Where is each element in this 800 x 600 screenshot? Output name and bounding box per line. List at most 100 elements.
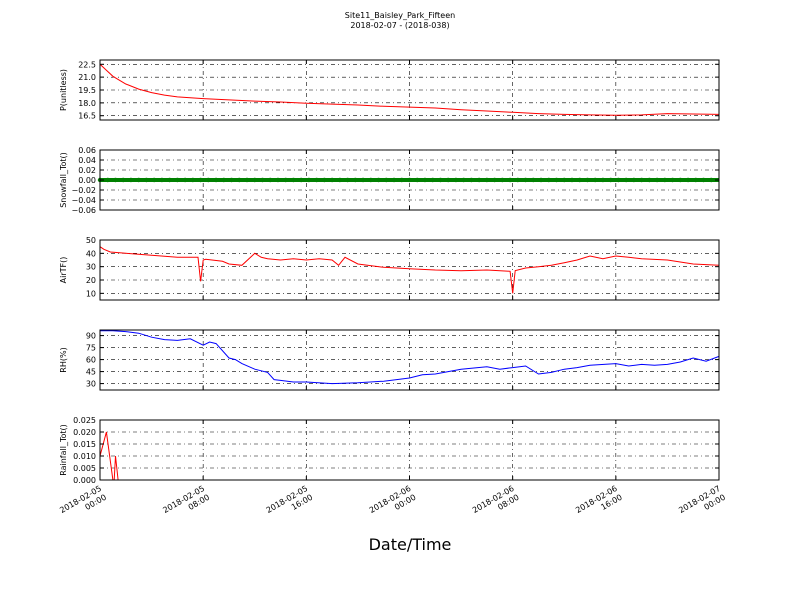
series-point	[128, 177, 134, 183]
y-tick-label: −0.06	[71, 206, 96, 215]
series-point	[531, 177, 536, 183]
y-tick-label: 30	[86, 263, 96, 272]
series-point	[639, 177, 644, 183]
series-point	[283, 177, 288, 183]
series-point	[291, 177, 296, 183]
series-point	[422, 177, 428, 183]
y-axis-label: AirTF()	[59, 257, 68, 284]
y-tick-label: 0.015	[73, 440, 96, 449]
series-point	[608, 177, 613, 183]
series-point	[500, 177, 505, 183]
series-point	[538, 177, 544, 183]
series-point	[662, 177, 668, 183]
panel-4: 30 45 60 75 90 RH(%)	[59, 329, 720, 391]
series-point	[237, 177, 242, 183]
series-point	[151, 177, 157, 183]
series-point	[569, 177, 575, 183]
series-point	[159, 177, 165, 183]
series-point	[105, 177, 110, 183]
series-point	[670, 177, 675, 183]
series-point	[368, 177, 374, 183]
series-point	[593, 177, 598, 183]
x-axis-label: Date/Time	[368, 535, 452, 554]
y-tick-label: 16.5	[78, 112, 96, 121]
y-tick-label: 22.5	[78, 60, 96, 69]
series-point	[190, 177, 196, 183]
series-point	[136, 177, 141, 183]
y-tick-label: 18.0	[78, 99, 96, 108]
y-tick-label: 0.06	[78, 146, 96, 155]
y-tick-label: 75	[86, 344, 96, 353]
series-point	[360, 177, 366, 183]
series-point	[206, 177, 211, 183]
series-point	[260, 177, 265, 183]
y-tick-label: 0.020	[73, 428, 96, 437]
series-point	[515, 177, 521, 183]
panel-1: 16.5 18.0 19.5 21.0 22.5 P(unitless)	[59, 59, 720, 121]
series-line	[99, 63, 720, 116]
panel-5: 0.000 0.005 0.010 0.015 0.020 0.025 Rainfall_T…	[59, 416, 720, 485]
y-axis-label: Rainfall_Tot()	[59, 424, 68, 476]
series-point	[476, 177, 482, 183]
series-point	[306, 177, 312, 183]
series-point	[546, 177, 551, 183]
y-tick-label: 90	[86, 332, 96, 341]
y-tick-label: 0.02	[78, 166, 96, 175]
series-point	[167, 177, 172, 183]
series-point	[585, 177, 590, 183]
series-point	[244, 177, 250, 183]
series-point	[685, 177, 691, 183]
series-point	[438, 177, 443, 183]
series-point	[229, 177, 234, 183]
series-point	[268, 177, 273, 183]
y-tick-label: 50	[86, 236, 96, 245]
series-point	[314, 177, 319, 183]
series-line	[99, 246, 720, 294]
y-tick-label: 30	[86, 380, 96, 389]
series-point	[600, 177, 606, 183]
y-tick-label: 19.5	[78, 86, 96, 95]
series-point	[484, 177, 490, 183]
y-tick-label: 20	[86, 276, 96, 285]
series-point	[175, 177, 180, 183]
series-point	[507, 177, 513, 183]
series-point	[252, 177, 257, 183]
series-point	[415, 177, 420, 183]
series-point	[384, 177, 389, 183]
series-point	[562, 177, 567, 183]
y-axis-label: P(unitless)	[59, 69, 68, 111]
series-point	[407, 177, 412, 183]
series-point	[647, 177, 652, 183]
y-tick-label: 0.005	[73, 464, 96, 473]
y-tick-label: −0.02	[71, 186, 96, 195]
series-point	[213, 177, 219, 183]
series-point	[678, 177, 683, 183]
y-tick-label: 10	[86, 289, 96, 298]
series-point	[121, 177, 126, 183]
series-point	[298, 177, 304, 183]
series-point	[198, 177, 203, 183]
series-point	[631, 177, 637, 183]
series-point	[577, 177, 582, 183]
series-point	[445, 177, 451, 183]
series-point	[345, 177, 350, 183]
y-tick-label: 0.010	[73, 452, 96, 461]
y-tick-label: 21.0	[78, 73, 96, 82]
y-tick-label: 60	[86, 356, 96, 365]
series-point	[709, 177, 714, 183]
series-point	[144, 177, 149, 183]
series-point	[221, 177, 226, 183]
y-tick-label: 0.000	[73, 476, 96, 485]
chart-title-line2: 2018-02-07 - (2018-038)	[350, 21, 450, 30]
y-tick-label: 0.00	[78, 176, 96, 185]
series-point	[523, 177, 528, 183]
series-point	[701, 177, 706, 183]
